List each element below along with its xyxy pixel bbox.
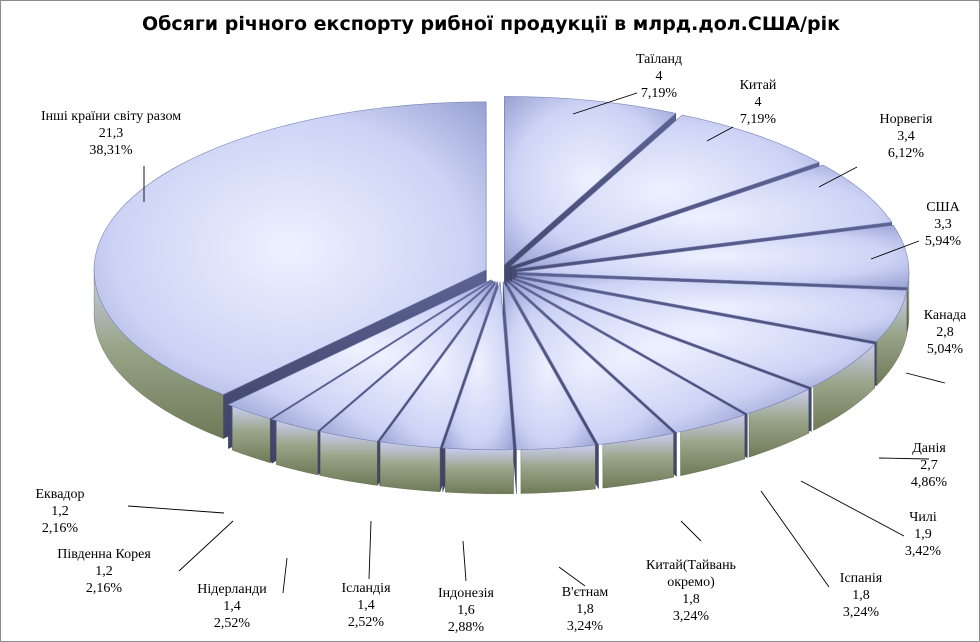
slice-percent-4: 5,04% [927,342,964,357]
slice-value-13: 1,2 [95,564,113,579]
slice-label-10: Індонезія [438,586,495,601]
slice-label-4: Канада [924,308,967,323]
leader-line-11 [368,520,372,580]
slice-percent-12: 2,52% [214,616,251,631]
slice-label-8: Китай(Тайвань [646,558,736,573]
slice-label-2: Норвегія [880,112,933,127]
leader-line-5 [878,457,930,460]
slice-percent-8: 3,24% [673,609,710,624]
slice-label-5: Данія [912,441,946,456]
slice-label-12: Нідерланди [197,582,267,597]
slice-value-10: 1,6 [457,603,475,618]
slice-value-15: 21,3 [99,126,124,141]
slice-percent-15: 38,31% [89,143,133,158]
leader-line-10 [462,540,467,582]
leader-line-3 [870,240,920,260]
slice-value-1: 4 [755,95,762,110]
chart-title: Обсяги річного експорту рибної продукції… [142,13,840,35]
slice-value-4: 2,8 [936,325,954,340]
slice-label-8-cont: окремо) [667,575,715,590]
slice-percent-6: 3,42% [905,544,942,559]
slice-label-15: Інші країни світу разом [41,109,181,124]
slice-value-2: 3,4 [897,129,915,144]
slice-percent-5: 4,86% [911,475,948,490]
slice-value-0: 4 [656,69,663,84]
slice-value-12: 1,4 [223,599,241,614]
slice-label-0: Таїланд [636,52,682,67]
slice-value-3: 3,3 [934,217,952,232]
slice-label-14: Еквадор [35,487,84,502]
leader-line-14 [127,505,225,514]
leader-line-9 [558,566,586,587]
leader-line-12 [282,557,288,594]
leader-line-8 [680,520,702,542]
leader-line-7 [760,490,830,588]
slice-percent-9: 3,24% [567,619,604,634]
slice-percent-1: 7,19% [740,112,777,127]
slice-label-11: Ісландія [341,581,391,596]
leader-line-2 [818,166,858,188]
slice-value-9: 1,8 [576,602,594,617]
slices-layer [93,96,910,494]
slice-value-14: 1,2 [51,504,69,519]
slice-value-11: 1,4 [357,598,375,613]
slice-percent-2: 6,12% [888,146,925,161]
slice-percent-7: 3,24% [843,605,880,620]
leader-line-1 [706,126,734,142]
slice-label-6: Чилі [909,510,937,525]
leader-line-13 [178,520,234,572]
slice-label-1: Китай [740,78,777,93]
slice-percent-11: 2,52% [348,615,385,630]
slice-label-3: США [926,200,960,215]
slice-value-8: 1,8 [682,592,700,607]
leader-line-0 [572,92,638,115]
slice-percent-10: 2,88% [448,620,485,635]
slice-percent-14: 2,16% [42,521,79,536]
pie-slice-9 [502,280,596,494]
slice-value-6: 1,9 [914,527,932,542]
slice-label-13: Південна Корея [57,547,151,562]
labels-layer: Таїланд 4 7,19% Китай 4 7,19% Норвегія 3,4 6,12%… [35,52,967,635]
slice-percent-3: 5,94% [925,234,962,249]
slice-value-7: 1,8 [852,588,870,603]
pie-slice-10 [442,281,514,494]
leader-line-4 [905,372,946,384]
slice-percent-0: 7,19% [641,86,678,101]
slice-label-7: Іспанія [840,571,883,586]
slice-percent-13: 2,16% [86,581,123,596]
leader-line-6 [800,480,905,537]
slice-value-5: 2,7 [920,458,938,473]
slice-label-9: В'єтнам [562,585,609,600]
